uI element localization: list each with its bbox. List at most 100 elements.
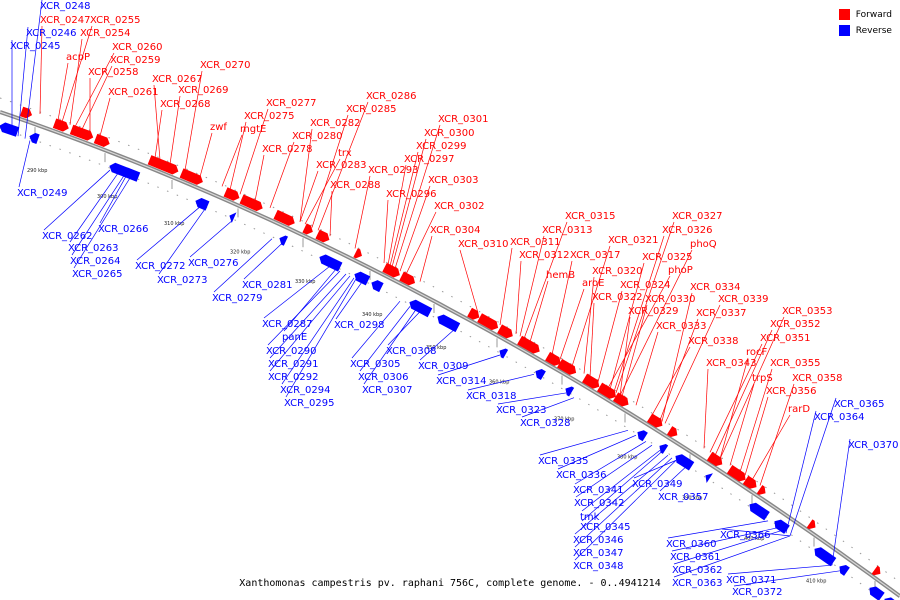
- forward-gene-label: zwf: [210, 122, 227, 133]
- forward-gene: [69, 124, 94, 141]
- leader-line: [633, 460, 677, 479]
- leader-line: [635, 331, 659, 406]
- forward-gene-label: XCR_0356: [766, 386, 817, 397]
- leader-line: [559, 288, 585, 360]
- leader-line: [651, 346, 691, 416]
- leader-line: [387, 311, 421, 346]
- leader-line: [57, 62, 69, 121]
- tick-label: 300 kbp: [97, 194, 117, 200]
- reverse-gene-label: XCR_0309: [418, 361, 469, 372]
- reverse-gene-shape: [565, 386, 575, 397]
- forward-gene: [756, 485, 766, 495]
- forward-gene-shape: [871, 565, 881, 576]
- reverse-gene-label: XCR_0263: [68, 243, 119, 254]
- forward-gene-label: XCR_0296: [386, 189, 437, 200]
- reverse-gene: [0, 122, 20, 137]
- forward-gene-shape: [726, 464, 746, 482]
- forward-gene-label: XCR_0324: [620, 280, 671, 291]
- leader-line: [615, 221, 675, 394]
- reverse-gene: [675, 454, 695, 471]
- reverse-gene: [884, 597, 895, 600]
- leader-line: [733, 570, 841, 587]
- reverse-gene-label: XCR_0265: [72, 269, 123, 280]
- reverse-gene-label: XCR_0371: [726, 575, 777, 586]
- reverse-gene-label: XCR_0246: [26, 28, 77, 39]
- leader-line: [583, 276, 595, 374]
- leader-line: [387, 164, 407, 266]
- reverse-gene-label: XCR_0294: [280, 385, 331, 396]
- reverse-gene-label: XCR_0287: [262, 319, 313, 330]
- leader-line: [269, 273, 347, 359]
- forward-gene-label: XCR_0343: [706, 358, 757, 369]
- forward-gene-label: XCR_0275: [244, 111, 295, 122]
- leader-line: [729, 383, 755, 466]
- leader-line: [551, 260, 573, 355]
- leader-line: [607, 275, 671, 389]
- reverse-gene-label: XCR_0335: [538, 456, 589, 467]
- forward-gene-label: XCR_0320: [592, 266, 643, 277]
- tick-label: 380 kbp: [617, 454, 637, 460]
- reverse-gene-label: XCR_0306: [358, 372, 409, 383]
- forward-gene: [806, 519, 816, 530]
- forward-swatch: [838, 9, 850, 20]
- leader-line: [574, 455, 669, 535]
- leader-line: [589, 302, 595, 378]
- forward-gene: [582, 373, 600, 389]
- forward-gene-shape: [666, 426, 678, 438]
- forward-gene-shape: [273, 209, 295, 226]
- forward-gene-label: XCR_0267: [152, 74, 203, 85]
- forward-gene-shape: [497, 324, 513, 339]
- forward-gene-label: XCR_0268: [160, 99, 211, 110]
- forward-gene-label: phoP: [668, 265, 693, 276]
- forward-gene: [273, 209, 295, 226]
- reverse-gene-label: XCR_0249: [17, 188, 68, 199]
- forward-gene: [467, 307, 480, 320]
- forward-gene-label: XCR_0325: [642, 252, 693, 263]
- forward-gene-label: XCR_0326: [662, 225, 713, 236]
- leader-line: [71, 175, 125, 256]
- forward-gene-label: XCR_0247: [40, 15, 91, 26]
- reverse-gene: [839, 564, 850, 576]
- leader-line: [751, 414, 791, 481]
- leader-line: [497, 392, 567, 405]
- reverse-gene-shape: [319, 254, 343, 272]
- forward-gene-label: XCR_0297: [404, 154, 455, 165]
- leader-line: [304, 158, 341, 225]
- forward-gene-label: XCR_0300: [424, 128, 475, 139]
- reverse-gene-label: XCR_0272: [135, 261, 186, 272]
- leader-line: [363, 309, 417, 385]
- forward-gene: [382, 262, 400, 278]
- forward-gene-shape: [239, 194, 263, 212]
- forward-gene-label: phoQ: [690, 239, 717, 250]
- leader-line: [714, 329, 773, 456]
- reverse-gene-label: XCR_0364: [814, 412, 865, 423]
- forward-gene-label: XCR_0293: [368, 165, 419, 176]
- forward-gene-label: XCR_0260: [112, 42, 163, 53]
- leader-line: [673, 530, 783, 565]
- leader-line: [351, 300, 401, 359]
- leader-line: [329, 190, 333, 237]
- reverse-gene-label: XCR_0328: [520, 418, 571, 429]
- forward-gene-shape: [69, 124, 94, 141]
- leader-line: [269, 275, 351, 372]
- forward-gene-shape: [756, 485, 766, 495]
- forward-gene-label: XCR_0286: [366, 91, 417, 102]
- reverse-gene: [409, 299, 433, 318]
- leader-line: [263, 265, 331, 319]
- leader-line: [831, 438, 851, 566]
- leader-line: [405, 211, 437, 275]
- leader-line: [136, 206, 201, 261]
- leader-line: [389, 151, 419, 267]
- reverse-gene-label: XCR_0308: [386, 346, 437, 357]
- forward-gene: [666, 426, 678, 438]
- leader-line: [659, 318, 699, 421]
- reverse-swatch: [838, 25, 850, 36]
- tick-label: 410 kbp: [806, 579, 826, 585]
- reverse-gene-shape: [675, 454, 695, 471]
- forward-gene-label: XCR_0358: [792, 373, 843, 384]
- leader-line: [281, 277, 355, 385]
- leader-line: [285, 278, 357, 398]
- leader-line: [391, 138, 427, 268]
- reverse-gene-label: XCR_0281: [242, 280, 293, 291]
- reverse-gene-label: XCR_0345: [580, 522, 631, 533]
